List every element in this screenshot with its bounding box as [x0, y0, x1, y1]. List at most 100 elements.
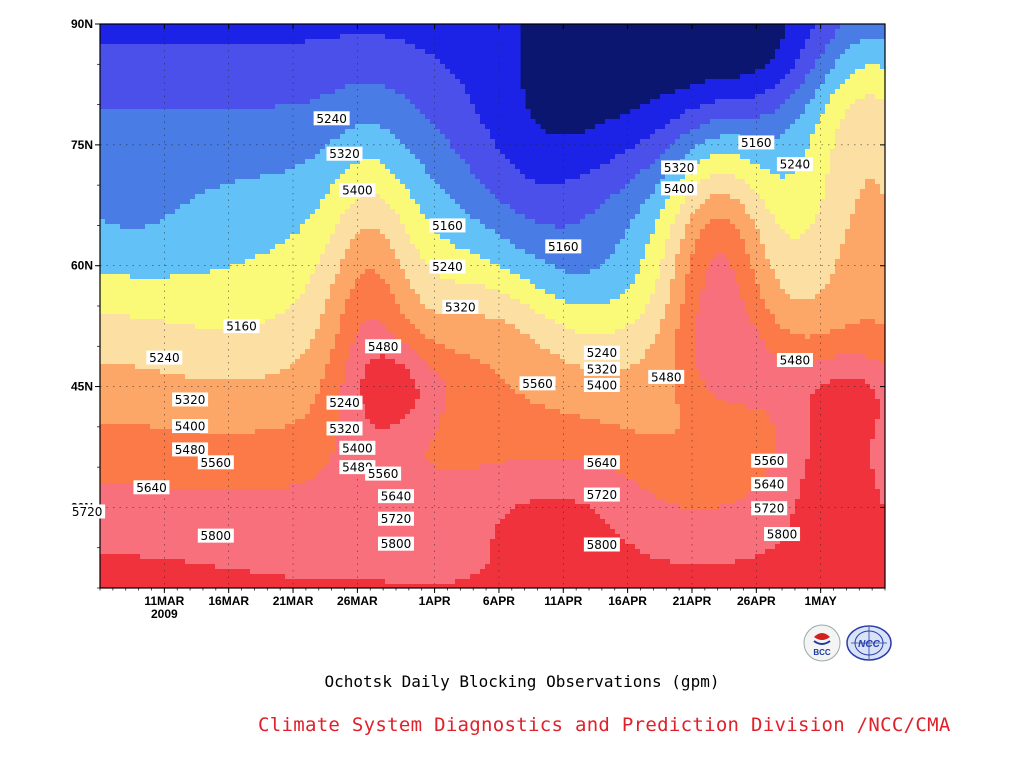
band-cell: [315, 149, 321, 155]
band-cell: [875, 59, 881, 65]
band-cell: [510, 184, 516, 190]
band-cell: [190, 144, 196, 150]
band-cell: [810, 29, 816, 35]
band-cell: [245, 104, 251, 110]
band-cell: [195, 79, 201, 85]
band-cell: [310, 89, 316, 95]
band-cell: [600, 154, 606, 160]
band-cell: [540, 184, 546, 190]
band-cell: [770, 179, 776, 185]
band-cell: [350, 84, 356, 90]
band-cell: [660, 134, 666, 140]
band-cell: [340, 74, 346, 80]
band-cell: [825, 139, 831, 145]
band-cell: [685, 134, 691, 140]
band-cell: [855, 149, 861, 155]
band-cell: [720, 89, 726, 95]
band-cell: [510, 24, 516, 30]
band-cell: [840, 59, 846, 65]
band-cell: [695, 139, 701, 145]
band-cell: [430, 194, 436, 200]
band-cell: [465, 39, 471, 45]
band-cell: [375, 149, 381, 155]
band-cell: [150, 149, 156, 155]
band-cell: [495, 29, 501, 35]
band-cell: [135, 124, 141, 130]
band-cell: [745, 159, 751, 165]
band-cell: [255, 129, 261, 135]
band-cell: [325, 199, 331, 205]
band-cell: [755, 159, 761, 165]
band-cell: [395, 69, 401, 75]
band-cell: [245, 194, 251, 200]
band-cell: [530, 159, 536, 165]
band-cell: [325, 49, 331, 55]
band-cell: [825, 64, 831, 70]
band-cell: [260, 174, 266, 180]
band-cell: [775, 59, 781, 65]
band-cell: [875, 169, 881, 175]
band-cell: [165, 94, 171, 100]
band-cell: [460, 29, 466, 35]
band-cell: [480, 114, 486, 120]
band-cell: [135, 159, 141, 165]
band-cell: [230, 199, 236, 205]
band-cell: [250, 39, 256, 45]
band-cell: [565, 139, 571, 145]
band-cell: [805, 39, 811, 45]
band-cell: [680, 109, 686, 115]
band-cell: [175, 74, 181, 80]
band-cell: [115, 204, 121, 210]
band-cell: [875, 79, 881, 85]
band-cell: [190, 204, 196, 210]
band-cell: [100, 99, 106, 105]
band-cell: [870, 144, 876, 150]
band-cell: [880, 114, 885, 120]
band-cell: [110, 34, 116, 40]
band-cell: [875, 104, 881, 110]
band-cell: [470, 124, 476, 130]
band-cell: [165, 194, 171, 200]
band-cell: [515, 29, 521, 35]
band-cell: [725, 104, 731, 110]
band-cell: [765, 74, 771, 80]
band-cell: [190, 154, 196, 160]
band-cell: [500, 74, 506, 80]
band-cell: [285, 34, 291, 40]
band-cell: [180, 104, 186, 110]
band-cell: [485, 89, 491, 95]
band-cell: [710, 124, 716, 130]
band-cell: [275, 99, 281, 105]
band-cell: [205, 139, 211, 145]
band-cell: [650, 174, 656, 180]
band-cell: [285, 189, 291, 195]
band-cell: [590, 174, 596, 180]
band-cell: [750, 164, 756, 170]
band-cell: [240, 49, 246, 55]
band-cell: [420, 159, 426, 165]
band-cell: [685, 149, 691, 155]
band-cell: [130, 39, 136, 45]
band-cell: [115, 44, 121, 50]
band-cell: [455, 174, 461, 180]
band-cell: [280, 59, 286, 65]
band-cell: [140, 109, 146, 115]
band-cell: [350, 114, 356, 120]
band-cell: [700, 204, 706, 210]
band-cell: [770, 204, 776, 210]
band-cell: [530, 134, 536, 140]
band-cell: [100, 144, 106, 150]
band-cell: [105, 119, 111, 125]
band-cell: [250, 119, 256, 125]
band-cell: [300, 29, 306, 35]
band-cell: [125, 34, 131, 40]
band-cell: [560, 139, 566, 145]
band-cell: [835, 24, 841, 30]
band-cell: [100, 39, 106, 45]
band-cell: [360, 104, 366, 110]
band-cell: [310, 109, 316, 115]
band-cell: [690, 154, 696, 160]
band-cell: [805, 179, 811, 185]
band-cell: [160, 184, 166, 190]
band-cell: [310, 169, 316, 175]
